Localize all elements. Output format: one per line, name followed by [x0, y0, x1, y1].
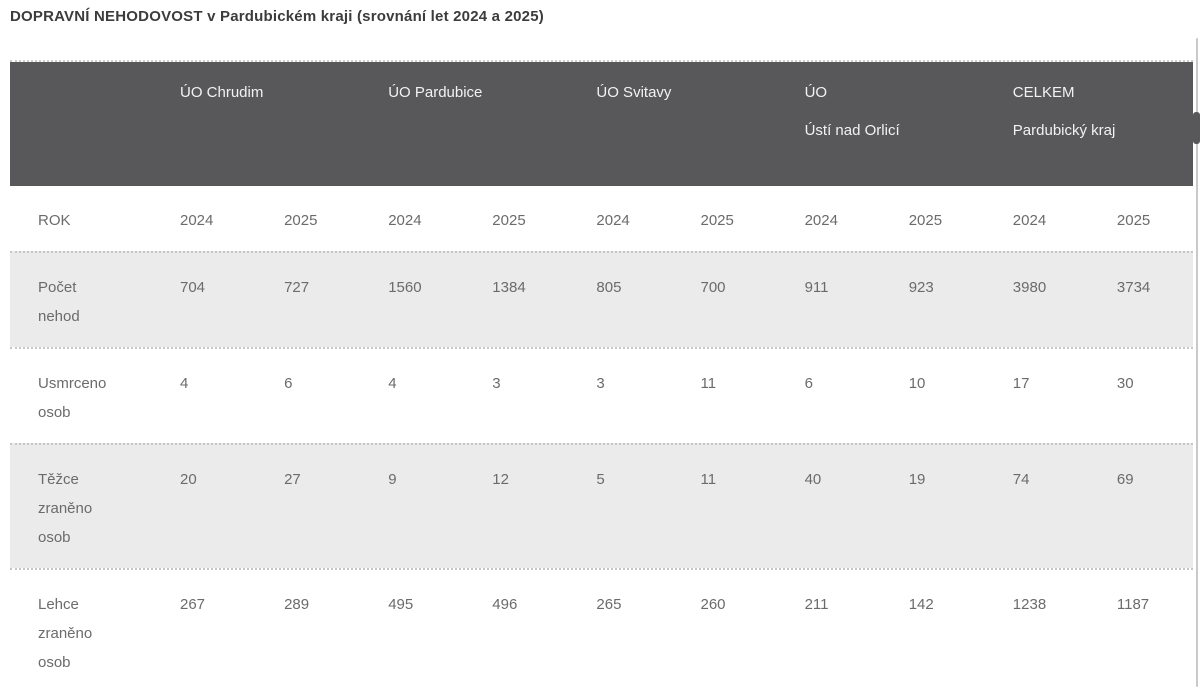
value-cell: 911 — [804, 279, 829, 296]
row-label: Usmrceno osob — [38, 375, 107, 421]
value-cell: 5 — [596, 471, 605, 488]
year-cell: 2025 — [1116, 212, 1151, 229]
value-cell: 19 — [908, 471, 926, 488]
table-row: Usmrceno osob 4 6 4 3 3 11 6 10 17 30 — [10, 347, 1193, 443]
value-cell: 142 — [908, 596, 934, 613]
value-cell: 9 — [388, 471, 397, 488]
value-cell: 12 — [492, 471, 509, 488]
value-cell: 11 — [700, 375, 717, 392]
year-cell: 2024 — [180, 212, 214, 229]
header-spacer-cell — [10, 74, 152, 186]
value-cell: 1560 — [388, 279, 422, 296]
value-cell: 3 — [492, 375, 501, 392]
row-label: ROK — [38, 212, 71, 229]
value-cell: 289 — [284, 596, 310, 613]
value-cell: 1187 — [1116, 596, 1150, 613]
value-cell: 20 — [180, 471, 197, 488]
value-cell: 6 — [804, 375, 813, 392]
value-cell: 265 — [596, 596, 622, 613]
column-group-header: ÚO Ústí nad Orlicí — [804, 84, 900, 139]
value-cell: 4 — [180, 375, 189, 392]
table-header-row: ÚO Chrudim ÚO Pardubice ÚO Svitavy ÚO Ústí … — [10, 62, 1193, 186]
column-group-header: CELKEM Pardubický kraj — [1012, 84, 1116, 139]
column-group-header: ÚO Chrudim — [180, 84, 264, 101]
value-cell: 211 — [804, 596, 829, 613]
year-cell: 2024 — [596, 212, 630, 229]
table-body: ROK 2024 2025 2024 2025 2024 2025 2024 2025 2024 2… — [10, 186, 1193, 687]
value-cell: 17 — [1012, 375, 1030, 392]
table-row: Počet nehod 704 727 1560 1384 805 700 911 923 398… — [10, 251, 1193, 347]
value-cell: 260 — [700, 596, 726, 613]
row-label: Lehce zraněno osob — [38, 596, 93, 671]
value-cell: 27 — [284, 471, 301, 488]
scrollbar-thumb[interactable] — [1193, 112, 1200, 144]
column-group-header: ÚO Pardubice — [388, 84, 483, 101]
value-cell: 10 — [908, 375, 926, 392]
value-cell: 11 — [700, 471, 717, 488]
value-cell: 3 — [596, 375, 605, 392]
value-cell: 4 — [388, 375, 397, 392]
value-cell: 496 — [492, 596, 518, 613]
scrollbar-track[interactable] — [1196, 38, 1198, 687]
value-cell: 30 — [1116, 375, 1134, 392]
value-cell: 40 — [804, 471, 822, 488]
accidents-table: ÚO Chrudim ÚO Pardubice ÚO Svitavy ÚO Ústí … — [10, 60, 1193, 687]
year-cell: 2025 — [492, 212, 526, 229]
year-cell: 2024 — [804, 212, 838, 229]
value-cell: 69 — [1116, 471, 1134, 488]
row-label: Těžce zraněno osob — [38, 471, 93, 546]
year-cell: 2025 — [908, 212, 943, 229]
value-cell: 923 — [908, 279, 934, 296]
table-row-years: ROK 2024 2025 2024 2025 2024 2025 2024 2025 2024 2… — [10, 186, 1193, 251]
year-cell: 2025 — [700, 212, 734, 229]
value-cell: 3734 — [1116, 279, 1151, 296]
page-title: DOPRAVNÍ NEHODOVOST v Pardubickém kraji … — [10, 8, 544, 25]
column-group-header: ÚO Svitavy — [596, 84, 672, 101]
value-cell: 3980 — [1012, 279, 1047, 296]
value-cell: 267 — [180, 596, 206, 613]
value-cell: 704 — [180, 279, 206, 296]
value-cell: 495 — [388, 596, 414, 613]
value-cell: 74 — [1012, 471, 1030, 488]
table-row: Lehce zraněno osob 267 289 495 496 265 260 211 1… — [10, 568, 1193, 687]
value-cell: 1384 — [492, 279, 526, 296]
table-row: Těžce zraněno osob 20 27 9 12 5 11 40 19 74 69 — [10, 443, 1193, 568]
value-cell: 805 — [596, 279, 622, 296]
year-cell: 2025 — [284, 212, 318, 229]
year-cell: 2024 — [388, 212, 422, 229]
value-cell: 700 — [700, 279, 726, 296]
value-cell: 1238 — [1012, 596, 1047, 613]
row-label: Počet nehod — [38, 279, 80, 325]
year-cell: 2024 — [1012, 212, 1047, 229]
value-cell: 6 — [284, 375, 293, 392]
value-cell: 727 — [284, 279, 310, 296]
